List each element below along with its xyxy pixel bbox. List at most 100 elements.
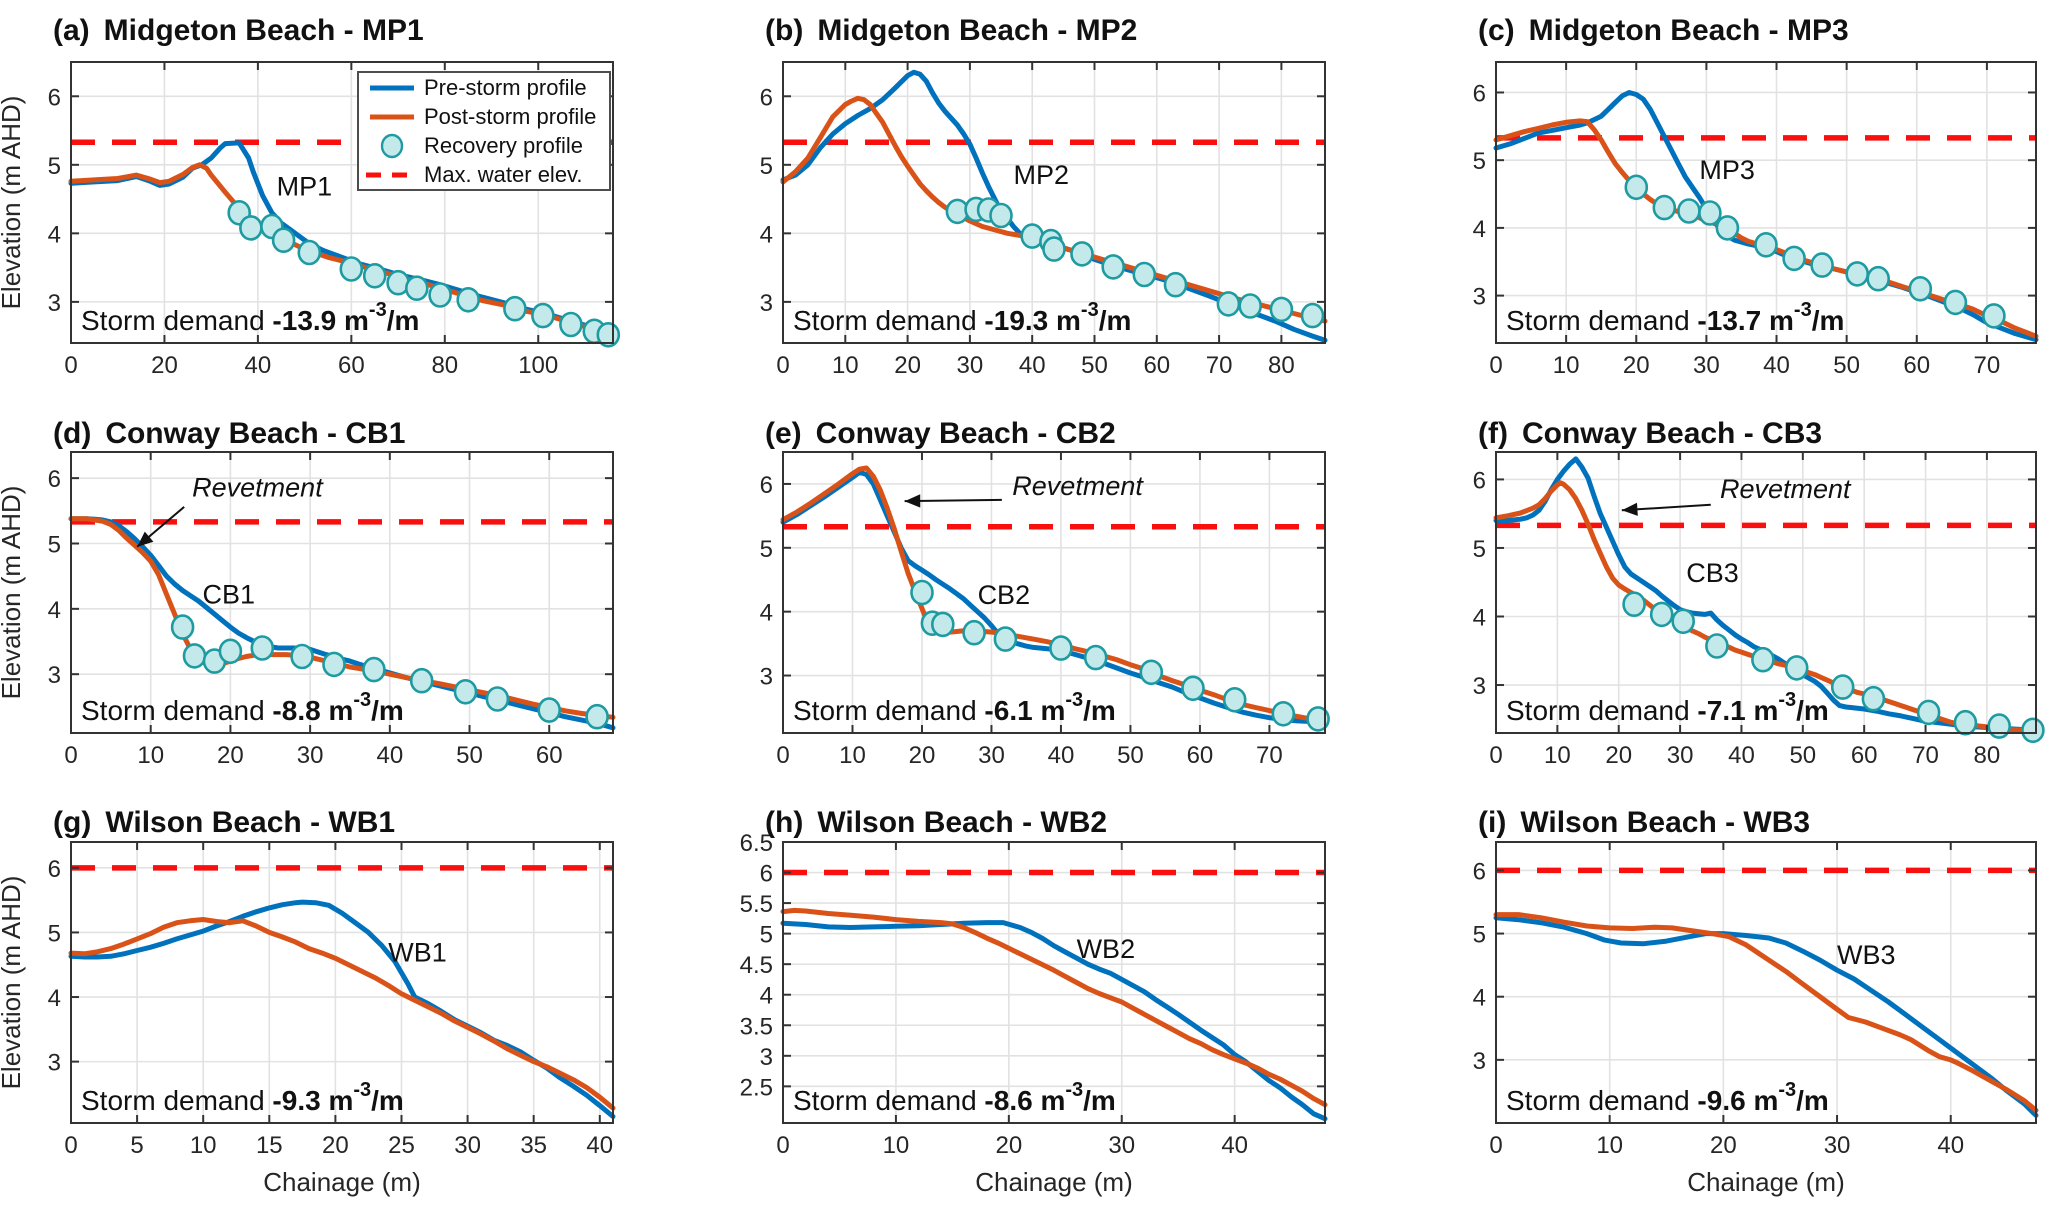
panel-letter: (a) <box>53 14 90 47</box>
pre-storm-profile-line <box>68 516 616 731</box>
recovery-point <box>1810 252 1834 278</box>
x-tick-label: 10 <box>839 742 866 769</box>
recovery-point <box>271 227 296 253</box>
panel-title-text: Wilson Beach - WB2 <box>817 810 1107 839</box>
x-tick-label: 40 <box>245 352 272 379</box>
panel-title-text: Conway Beach - CB2 <box>816 417 1116 450</box>
recovery-point <box>1624 174 1649 201</box>
recovery-point <box>1916 699 1941 726</box>
y-tick-label: 2.5 <box>740 1074 773 1101</box>
storm-demand-prefix: Storm demand <box>793 695 984 726</box>
chart-svg-g: 0 5 10 15 20 25 30 35 40 3 4 5 6 (g) Wilson Beach - WB… <box>0 806 616 1197</box>
x-tick-label: 70 <box>1974 352 2001 379</box>
recovery-point <box>2021 717 2045 744</box>
storm-demand-annotation: Storm demand -19.3 m-3/m <box>793 299 1131 336</box>
chart-svg-i: 0 10 20 30 40 3 4 5 6 (i) Wilson Beach - WB3 Chaina… <box>1473 806 2039 1197</box>
profile-id-label: CB2 <box>978 580 1031 610</box>
x-tick-label: 30 <box>1108 1132 1135 1159</box>
storm-demand-prefix: Storm demand <box>1506 1085 1697 1116</box>
x-tick-label: 50 <box>1081 352 1108 379</box>
recovery-point <box>910 579 934 606</box>
panel-a: 0 20 40 60 80 100 3 4 5 6 (a) Midgeton Beach - MP1 E… <box>0 0 689 400</box>
panel-letter: (e) <box>765 417 802 450</box>
storm-demand-unit: /m <box>1083 1085 1116 1116</box>
panel-title: (e) Conway Beach - CB2 <box>765 417 1116 450</box>
panel-title: (c) Midgeton Beach - MP3 <box>1478 14 1849 47</box>
storm-demand-value: -7.1 m <box>1697 695 1778 726</box>
panel-title: (d) Conway Beach - CB1 <box>53 417 405 450</box>
axes-box <box>782 841 1326 1124</box>
revetment-arrow-head <box>904 494 921 508</box>
storm-demand-value: -9.3 m <box>272 1085 353 1116</box>
x-tick-label: 60 <box>1851 742 1878 769</box>
recovery-point <box>1300 302 1325 329</box>
storm-demand-unit: /m <box>1099 305 1132 336</box>
x-tick-label: 70 <box>1256 742 1283 769</box>
recovery-point <box>1754 232 1778 258</box>
panel-letter: (f) <box>1478 417 1508 450</box>
x-tick-label: 30 <box>1693 352 1720 379</box>
recovery-point <box>362 262 387 289</box>
storm-demand-prefix: Storm demand <box>1506 695 1697 726</box>
storm-demand-unit: /m <box>1083 695 1116 726</box>
revetment-arrow-head <box>1621 502 1638 516</box>
panel-title-text: Midgeton Beach - MP2 <box>817 14 1137 47</box>
revetment-label: Revetment <box>1012 471 1144 501</box>
x-tick-label: 20 <box>217 742 244 769</box>
recovery-point <box>1782 245 1806 272</box>
y-tick-label: 5 <box>1473 148 1486 175</box>
recovery-point <box>290 643 314 670</box>
x-tick-label: 40 <box>1763 352 1790 379</box>
x-tick-label: 5 <box>130 1132 143 1159</box>
recovery-point <box>1784 655 1809 681</box>
recovery-point <box>170 614 195 640</box>
y-tick-label: 3 <box>760 290 773 317</box>
recovery-point <box>962 619 986 646</box>
x-tick-label: 30 <box>1824 1132 1851 1159</box>
y-tick-label: 3 <box>760 664 773 691</box>
recovery-point <box>1163 271 1188 298</box>
y-tick-label: 6 <box>48 84 61 111</box>
chart-svg-f: 0 10 20 30 40 50 60 70 80 3 4 5 6 (f) Conway Beach - C… <box>1473 417 2045 769</box>
recovery-point <box>1269 296 1294 323</box>
y-tick-label: 5 <box>48 531 61 558</box>
panel-title-text: Wilson Beach - WB3 <box>1520 810 1810 839</box>
y-tick-label: 4 <box>48 597 61 624</box>
storm-demand-exponent: -3 <box>353 1079 371 1101</box>
x-tick-label: 80 <box>1974 742 2001 769</box>
x-tick-label: 0 <box>1489 742 1502 769</box>
x-tick-label: 0 <box>64 1132 77 1159</box>
storm-demand-annotation: Storm demand -13.9 m-3/m <box>81 299 419 336</box>
x-tick-label: 0 <box>776 742 789 769</box>
recovery-point <box>1083 644 1108 671</box>
recovery-point <box>1042 236 1066 262</box>
panel-e: 0 10 20 30 40 50 60 70 3 4 5 6 (e) Conway Beach - CB2… <box>689 400 1378 810</box>
x-tick-label: 40 <box>1728 742 1755 769</box>
y-tick-label: 5 <box>48 920 61 947</box>
panel-h: 0 10 20 30 40 2.5 3 3.5 4 4.5 5 5.5 6 6.5 (h) Wilson Be… <box>689 806 1378 1211</box>
recovery-point <box>531 302 555 329</box>
profile-id-label: WB1 <box>388 938 447 968</box>
y-tick-label: 5.5 <box>740 891 773 918</box>
profile-id-label: WB3 <box>1837 940 1896 970</box>
storm-demand-value: -8.8 m <box>272 695 353 726</box>
y-tick-label: 5 <box>760 922 773 949</box>
revetment-arrow-line <box>904 498 1002 503</box>
recovery-point <box>1677 198 1701 224</box>
storm-demand-unit: /m <box>1812 305 1845 336</box>
x-tick-label: 10 <box>883 1132 910 1159</box>
recovery-point <box>1271 700 1296 727</box>
y-tick-label: 3 <box>48 1050 61 1077</box>
x-tick-label: 40 <box>586 1132 613 1159</box>
chart-svg-h: 0 10 20 30 40 2.5 3 3.5 4 4.5 5 5.5 6 6.5(h) Wilson Be… <box>740 806 1328 1197</box>
panel-letter: (i) <box>1478 810 1506 839</box>
storm-demand-exponent: -3 <box>1778 689 1796 711</box>
recovery-point <box>404 275 429 302</box>
x-tick-label: 35 <box>520 1132 547 1159</box>
recovery-point <box>297 239 322 266</box>
x-tick-label: 60 <box>1903 352 1930 379</box>
y-tick-label: 4 <box>760 221 773 248</box>
recovery-point <box>1908 275 1933 302</box>
panel-letter: (g) <box>53 810 91 839</box>
profile-id-label: WB2 <box>1077 934 1136 964</box>
